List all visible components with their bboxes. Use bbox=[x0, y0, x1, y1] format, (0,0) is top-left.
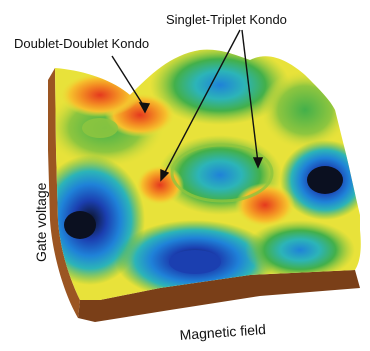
axis-label-magnetic-field: Magnetic field bbox=[179, 321, 266, 343]
annotation-arrows bbox=[111, 29, 264, 182]
colored-surface bbox=[55, 49, 361, 300]
arrow-doublet-doublet bbox=[111, 55, 146, 109]
surface-base-left bbox=[48, 68, 80, 318]
axis-label-gate-voltage: Gate voltage bbox=[33, 182, 49, 262]
arrow-singlet-triplet-right bbox=[241, 29, 259, 164]
surface-base-bottom bbox=[78, 270, 360, 322]
label-doublet-doublet-kondo: Doublet-Doublet Kondo bbox=[14, 36, 149, 51]
label-singlet-triplet-kondo: Singlet-Triplet Kondo bbox=[166, 12, 287, 27]
arrow-singlet-triplet-left bbox=[162, 29, 241, 177]
